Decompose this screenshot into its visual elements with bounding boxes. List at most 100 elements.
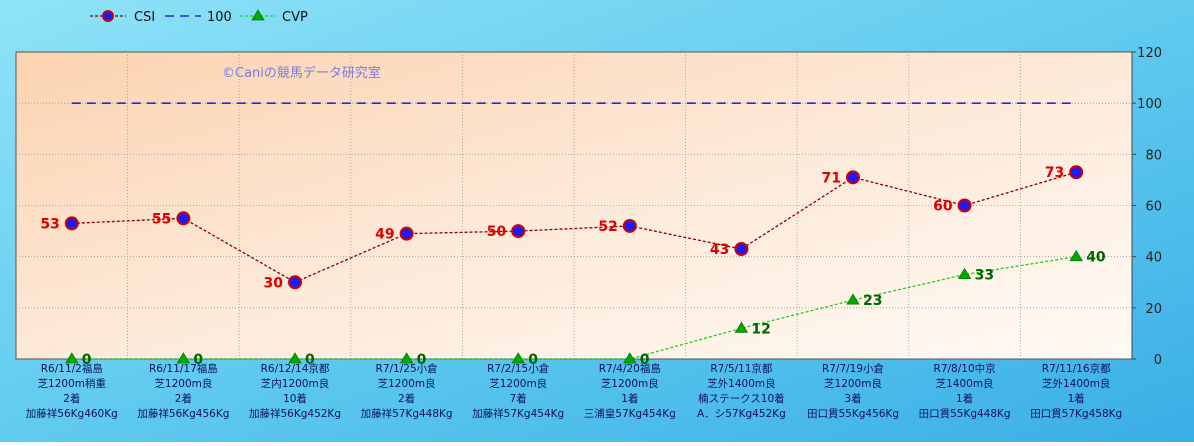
x-tick-label-line: 7着	[510, 392, 527, 405]
csi-data-label: 49	[375, 227, 394, 243]
x-tick-label-line: 加藤祥56Kg456Kg	[137, 407, 229, 420]
x-tick-label-line: 芝外1400m良	[1042, 377, 1110, 390]
csi-point	[64, 216, 79, 231]
y-tick-label: 80	[1145, 148, 1162, 163]
cvp-point	[176, 352, 191, 364]
cvp-data-label: 0	[305, 352, 315, 368]
csi-point	[846, 170, 860, 185]
x-tick-label-line: 田口貫55Kg456Kg	[807, 408, 899, 420]
csi-data-label: 50	[487, 224, 507, 240]
x-tick-label-line: R6/11/17福島	[149, 362, 218, 375]
y-tick-label: 20	[1145, 302, 1162, 317]
cvp-point	[623, 352, 637, 364]
x-tick-label-line: 加藤祥57Kg448Kg	[361, 407, 453, 420]
csi-data-label: 73	[1045, 165, 1064, 181]
y-tick-label: 120	[1137, 46, 1162, 61]
x-tick-label-line: 三浦皇57Kg454Kg	[584, 407, 676, 420]
x-tick-label-line: A．シ57Kg452Kg	[697, 408, 786, 420]
cvp-data-label: 0	[528, 352, 538, 368]
csi-point	[176, 211, 191, 226]
y-tick-label: 100	[1137, 97, 1162, 112]
csi-point	[1069, 165, 1084, 180]
x-tick-label-line: 加藤祥56Kg452Kg	[249, 407, 341, 420]
x-tick-label-line: R7/7/19小倉	[822, 362, 885, 375]
x-tick-label-line: 1着	[1068, 392, 1085, 405]
x-tick-label-line: R7/4/20福島	[599, 362, 661, 375]
csi-point	[288, 275, 302, 290]
csi-point	[957, 198, 972, 213]
y-tick-label: 40	[1145, 251, 1162, 266]
x-tick-label-line: 1着	[956, 392, 973, 405]
x-tick-label-line: 楠ステークス10着	[698, 392, 785, 405]
x-tick-label-line: 田口貫57Kg458Kg	[1030, 408, 1122, 420]
x-tick-label-line: R6/11/2福島	[41, 362, 103, 375]
x-tick-label-line: 芝内1200m良	[261, 377, 329, 390]
legend-cvp-label: CVP	[282, 10, 308, 25]
series-line-csi	[71, 171, 1077, 283]
cvp-data-label: 33	[975, 268, 994, 284]
x-tick-label-line: 1着	[621, 392, 638, 405]
cvp-data-label: 0	[193, 352, 203, 368]
cvp-point	[399, 352, 414, 364]
y-axis: 0 20 40 60 80 100 120	[1131, 46, 1162, 368]
legend-cvp-marker	[251, 9, 265, 21]
cvp-data-label: 0	[417, 352, 427, 368]
x-tick-label-line: 芝1200m良	[378, 377, 436, 390]
cvp-data-label: 40	[1086, 250, 1106, 266]
x-tick-label-line: 2着	[175, 392, 192, 405]
cvp-point	[734, 321, 749, 333]
cvp-point	[65, 352, 79, 364]
y-tick-label: 0	[1154, 353, 1162, 368]
csi-data-label: 60	[933, 199, 953, 215]
x-tick-label-line: 芝1200m良	[489, 377, 547, 390]
series-line-cvp	[71, 256, 1077, 360]
x-tick-label-line: 芝1400m良	[936, 377, 994, 390]
cvp-point	[957, 267, 972, 279]
cvp-data-label: 0	[82, 352, 92, 368]
y-tick-label: 60	[1145, 200, 1162, 215]
x-tick-label-line: R7/1/25小倉	[376, 362, 439, 375]
csi-point	[622, 218, 637, 233]
csi-data-label: 55	[152, 211, 171, 227]
x-tick-label-line: 加藤祥57Kg454Kg	[472, 407, 564, 420]
x-tick-label-line: 2着	[63, 392, 80, 405]
series: 0 0 0 0 0 0 12 23 33 40 53 55 30 49 50 52 43 71 60 73	[40, 102, 1106, 368]
x-tick-label-line: 3着	[844, 392, 861, 405]
csi-data-label: 52	[598, 219, 617, 235]
x-tick-label-line: 芝1200m良	[824, 377, 882, 390]
x-tick-label-line: 芝1200m良	[601, 377, 659, 390]
cvp-point	[846, 293, 860, 305]
legend: CSI 100 CVP	[90, 9, 308, 25]
x-tick-label-line: R6/12/14京都	[261, 362, 330, 375]
csi-point	[399, 226, 414, 241]
cvp-data-label: 12	[751, 321, 770, 337]
x-tick-label-line: R7/2/15小倉	[487, 362, 550, 375]
x-tick-label-line: R7/11/16京都	[1042, 362, 1111, 375]
legend-100-label: 100	[207, 10, 232, 25]
x-tick-label-line: 加藤祥56Kg460Kg	[26, 407, 118, 420]
cvp-point	[288, 352, 302, 364]
x-tick-label-line: 芝1200m良	[154, 377, 212, 390]
cvp-point	[1069, 249, 1083, 262]
cvp-point	[511, 352, 525, 364]
x-tick-label-line: R7/5/11京都	[710, 362, 773, 375]
x-tick-label-line: 2着	[398, 392, 415, 405]
csi-data-label: 53	[40, 216, 59, 232]
csi-data-label: 30	[264, 275, 284, 291]
x-tick-label-line: 芝外1400m良	[707, 377, 775, 390]
csi-data-label: 43	[710, 242, 729, 258]
x-tick-label-line: 芝1200m稍重	[38, 377, 106, 390]
csi-point	[734, 241, 749, 256]
